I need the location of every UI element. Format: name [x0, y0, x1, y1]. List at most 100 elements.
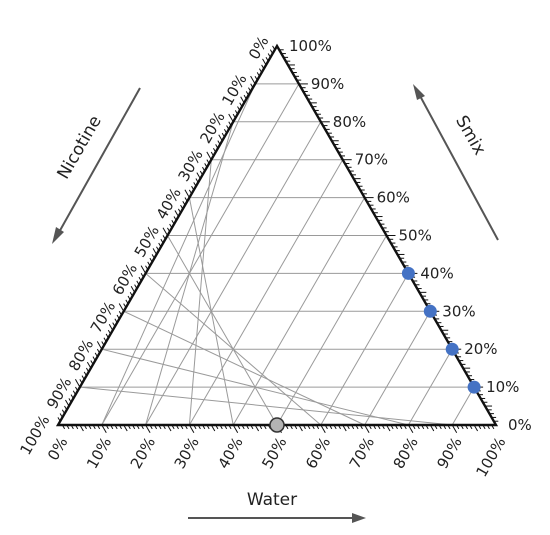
bottom-tick	[307, 424, 311, 430]
left-tick	[215, 144, 219, 149]
left-tick	[162, 227, 168, 236]
bottom-tick	[202, 424, 206, 430]
bottom-tick	[79, 424, 84, 432]
bottom-tick	[254, 424, 260, 432]
bottom-tick	[355, 424, 359, 430]
data-point	[423, 304, 437, 318]
left-tick	[199, 170, 203, 176]
left-tick	[59, 413, 63, 418]
left-tick	[158, 242, 162, 248]
bottom-tick	[136, 424, 140, 430]
bottom-tick	[66, 424, 70, 430]
left-tick	[226, 125, 230, 130]
bottom-tick	[114, 424, 118, 430]
left-tick	[248, 87, 252, 92]
smix-tick-label: 40%	[420, 264, 453, 282]
bottom-tick	[372, 424, 377, 430]
left-tick	[206, 159, 210, 164]
left-tick	[177, 208, 182, 214]
left-tick	[254, 75, 258, 81]
left-tick	[202, 166, 206, 172]
nicotine-tick-label: 0%	[245, 33, 272, 63]
nicotine-tick-label: 90%	[43, 374, 75, 412]
data-point	[445, 342, 459, 356]
bottom-tick	[368, 424, 372, 430]
bottom-tick	[61, 424, 66, 430]
water-tick-label: 100%	[472, 434, 509, 480]
left-tick	[232, 113, 236, 119]
data-points	[269, 266, 481, 433]
left-tick	[85, 367, 90, 373]
left-tick	[108, 323, 114, 331]
bottom-tick	[167, 424, 172, 432]
left-tick	[173, 216, 177, 221]
left-tick	[182, 201, 186, 206]
left-tick	[149, 257, 153, 263]
left-tick	[228, 113, 234, 123]
bottom-tick	[351, 424, 355, 430]
water-tick-label: 30%	[171, 434, 203, 472]
left-tick	[101, 341, 105, 346]
left-tick	[140, 273, 144, 278]
bottom-tick	[320, 424, 326, 434]
left-tick	[191, 185, 195, 191]
left-tick	[74, 379, 81, 388]
left-tick	[256, 72, 260, 77]
bottom-tick	[289, 424, 293, 430]
left-tick	[136, 280, 140, 286]
bottom-tick	[210, 424, 216, 432]
bottom-tick	[438, 424, 442, 430]
bottom-tick	[447, 424, 451, 430]
bottom-tick	[294, 424, 298, 430]
bottom-tick	[83, 424, 87, 430]
bottom-tick	[175, 424, 179, 430]
bottom-tick	[193, 424, 197, 430]
bottom-tick	[127, 424, 131, 430]
left-tick	[65, 399, 70, 407]
bottom-tick	[92, 424, 96, 430]
left-tick	[134, 284, 138, 289]
left-tick	[130, 286, 136, 293]
water-tick-label: 20%	[127, 434, 159, 472]
left-tick	[196, 172, 201, 179]
bottom-tick	[188, 424, 195, 434]
left-tick	[140, 265, 147, 274]
bottom-tick	[394, 424, 398, 430]
data-point	[467, 380, 481, 394]
left-tick	[156, 246, 160, 251]
nicotine-tick-label: 70%	[87, 298, 119, 336]
bottom-tick	[215, 424, 219, 430]
bottom-tick	[425, 424, 429, 430]
left-tick	[221, 132, 225, 138]
grid-line-nicotine	[407, 348, 453, 426]
left-tick	[167, 227, 171, 232]
smix-tick-label: 30%	[442, 302, 475, 320]
nicotine-tick-label: 10%	[218, 71, 250, 109]
bottom-tick	[259, 424, 263, 430]
left-tick	[223, 129, 228, 134]
nicotine-tick-label: 20%	[196, 109, 228, 147]
bottom-tick	[399, 424, 403, 430]
left-tick	[243, 94, 247, 100]
left-tick	[129, 291, 133, 297]
bottom-tick	[250, 424, 254, 430]
left-tick	[114, 318, 118, 323]
left-tick	[72, 390, 76, 395]
left-tick	[184, 189, 190, 198]
water-tick-label: 80%	[390, 434, 422, 472]
left-tick	[86, 361, 92, 369]
left-tick	[79, 379, 83, 384]
left-tick	[125, 299, 129, 304]
left-tick	[250, 83, 254, 88]
left-tick	[96, 341, 103, 350]
left-tick	[193, 182, 197, 187]
smix-tick-label: 70%	[355, 151, 388, 169]
bottom-tick	[342, 424, 347, 432]
bottom-tick	[421, 424, 425, 430]
left-tick	[127, 295, 131, 301]
left-tick	[237, 106, 241, 111]
bottom-tick	[75, 424, 79, 430]
smix-arrowhead-icon	[413, 84, 425, 100]
data-point-gray	[269, 417, 285, 433]
left-tick	[210, 151, 214, 157]
